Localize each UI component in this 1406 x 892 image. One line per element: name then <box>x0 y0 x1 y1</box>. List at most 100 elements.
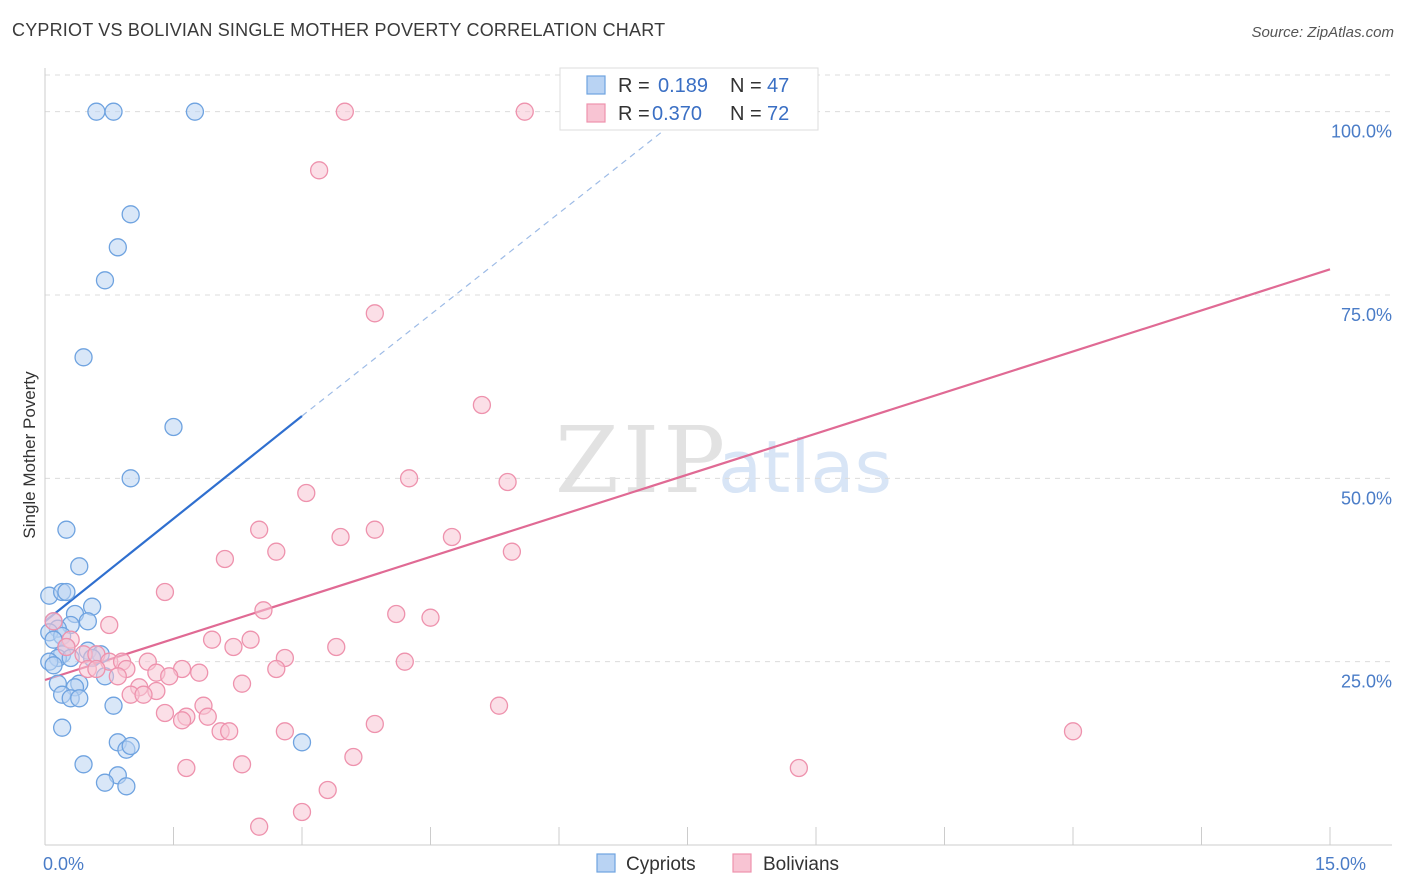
bolivian-point-11 <box>331 527 350 547</box>
legend-r-label-bolivians: R = <box>618 103 650 125</box>
cypriot-point-31 <box>44 656 63 675</box>
bolivian-point-1 <box>515 102 534 121</box>
grid <box>45 74 1392 663</box>
legend-swatch-cypriots <box>586 75 606 95</box>
legend-n-label-cypriots: N = <box>730 75 762 97</box>
bolivian-point-6 <box>399 469 419 488</box>
bolivian-point-12 <box>442 527 462 547</box>
bolivian-point-44 <box>232 674 252 693</box>
bolivian-point-65 <box>292 802 312 822</box>
bolivian-point-23 <box>202 630 222 649</box>
bolivian-point-4 <box>365 304 384 323</box>
chart-title: CYPRIOT VS BOLIVIAN SINGLE MOTHER POVERT… <box>12 20 666 40</box>
cypriot-point-38 <box>70 689 89 708</box>
cypriot-point-10 <box>70 557 89 576</box>
bolivian-point-48 <box>134 685 153 704</box>
legend-n-value-bolivians: 72 <box>767 103 789 125</box>
series-legend: Cypriots Bolivians <box>596 853 839 875</box>
stats-legend: R = 0.189 N = 47 R = 0.370 N = 72 <box>559 67 819 131</box>
cypriot-point-3 <box>121 205 140 224</box>
legend-r-label-cypriots: R = <box>618 75 650 97</box>
axes: 25.0% 50.0% 75.0% 100.0% 0.0% 15.0% <box>43 68 1392 874</box>
bolivian-point-20 <box>44 612 63 631</box>
legend-r-value-bolivians: 0.370 <box>652 103 702 125</box>
cypriot-trend-extension <box>301 111 688 417</box>
bolivian-point-62 <box>232 755 252 774</box>
legend-n-label-bolivians: N = <box>730 103 762 125</box>
cypriot-point-40 <box>52 718 72 737</box>
cypriot-trend-line <box>44 415 303 623</box>
bolivian-point-55 <box>365 714 384 734</box>
bolivian-point-19 <box>421 608 440 627</box>
cypriot-point-4 <box>108 238 127 257</box>
bolivian-point-53 <box>198 707 217 726</box>
legend-n-value-cypriots: 47 <box>767 75 789 97</box>
bolivian-point-5 <box>472 395 492 415</box>
cypriot-point-47 <box>95 773 115 792</box>
bolivian-point-51 <box>155 703 175 723</box>
legend-swatch-bolivians <box>586 103 606 123</box>
bolivian-point-60 <box>344 747 363 767</box>
cypriot-point-39 <box>104 696 123 715</box>
bolivian-point-37 <box>87 659 106 679</box>
cypriot-point-45 <box>74 755 93 774</box>
bolivian-point-41 <box>267 659 286 679</box>
cypriot-point-8 <box>121 469 140 488</box>
bolivian-point-24 <box>241 630 260 649</box>
bolivian-point-21 <box>100 615 119 635</box>
bolivian-point-7 <box>498 472 517 492</box>
bolivian-point-27 <box>327 637 346 657</box>
cypriot-point-48 <box>117 777 136 796</box>
bolivian-point-9 <box>250 520 269 539</box>
bolivian-point-59 <box>1063 722 1083 741</box>
y-axis-label: Single Mother Poverty <box>20 371 39 539</box>
x-tick-label-1: 15.0% <box>1315 854 1366 874</box>
bolivian-point-8 <box>297 483 316 503</box>
cypriot-point-5 <box>95 271 115 290</box>
x-tick-label-0: 0.0% <box>43 854 84 874</box>
data-points <box>40 102 1083 836</box>
bolivian-point-63 <box>789 758 809 778</box>
bolivian-point-15 <box>215 549 235 569</box>
bolivian-point-10 <box>365 520 384 539</box>
y-tick-label-0: 25.0% <box>1341 672 1392 692</box>
bolivian-point-54 <box>172 711 192 730</box>
bolivian-point-3 <box>309 161 329 180</box>
bolivian-point-16 <box>155 582 175 602</box>
bolivian-point-61 <box>177 758 196 778</box>
bottom-legend-label-cypriots: Cypriots <box>626 854 696 875</box>
bolivian-point-43 <box>160 667 179 686</box>
bolivian-point-40 <box>190 663 209 682</box>
y-tick-label-2: 75.0% <box>1341 305 1392 325</box>
cypriot-point-44 <box>121 736 140 756</box>
bolivian-point-50 <box>489 696 509 715</box>
cypriot-point-13 <box>57 582 76 602</box>
bolivian-point-18 <box>387 604 406 624</box>
bolivian-point-25 <box>57 637 76 657</box>
bolivian-point-17 <box>254 601 273 620</box>
cypriot-point-6 <box>74 348 93 367</box>
bolivian-point-57 <box>220 722 239 741</box>
cypriot-point-7 <box>164 417 183 437</box>
watermark-atlas: atlas <box>718 425 892 509</box>
bolivian-point-58 <box>275 722 295 741</box>
bottom-legend-swatch-cypriots <box>596 853 616 873</box>
bolivian-point-64 <box>318 780 337 800</box>
trend-lines <box>44 111 1331 682</box>
bolivian-point-13 <box>267 542 286 561</box>
bolivian-point-0 <box>335 102 354 121</box>
legend-r-value-cypriots: 0.189 <box>658 75 708 97</box>
cypriot-point-9 <box>57 520 76 539</box>
cypriot-point-1 <box>104 102 123 121</box>
y-tick-label-3: 100.0% <box>1331 122 1392 142</box>
watermark-zip: ZIP <box>555 407 729 514</box>
y-tick-label-1: 50.0% <box>1341 488 1392 508</box>
source-label: Source: ZipAtlas.com <box>1251 24 1394 41</box>
cypriot-point-17 <box>78 612 97 631</box>
bottom-legend-swatch-bolivians <box>732 853 752 873</box>
cypriot-point-42 <box>292 733 312 752</box>
bolivian-point-42 <box>108 667 127 686</box>
cypriot-point-2 <box>185 102 205 121</box>
bolivian-point-66 <box>250 817 269 836</box>
